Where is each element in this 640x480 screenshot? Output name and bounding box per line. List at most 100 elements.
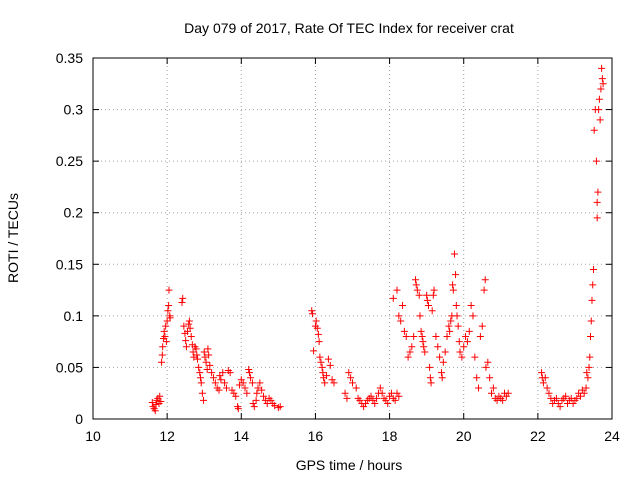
data-point [373,394,381,402]
data-point [234,405,242,413]
data-point [230,389,238,397]
x-axis-label: GPS time / hours [296,457,403,473]
x-tick-label: 18 [382,428,398,444]
data-point [256,379,264,387]
data-point [203,365,211,373]
data-point [158,351,166,359]
data-point [455,338,463,346]
data-point [554,400,562,408]
data-point [454,322,462,330]
data-point [460,343,468,351]
data-point [406,348,414,356]
data-point [314,330,322,338]
data-point [243,389,251,397]
data-point [198,389,206,397]
data-point [215,386,223,394]
data-point [185,320,193,328]
data-point [158,358,166,366]
x-tick-label: 12 [159,428,175,444]
data-point [599,80,607,88]
data-point [201,353,209,361]
data-point [395,312,403,320]
data-point [589,281,597,289]
data-point [450,250,458,258]
data-point [204,345,212,353]
data-point [165,302,173,310]
data-point [249,400,257,408]
data-point [166,314,174,322]
y-tick-label: 0.1 [64,308,84,324]
data-point [162,322,170,330]
data-point [159,343,167,351]
y-axis-ticks: 0 0.05 0.1 0.15 0.2 0.25 0.3 0.35 [56,50,612,427]
data-point [590,126,598,134]
data-point [378,389,386,397]
data-point [463,338,471,346]
x-tick-label: 20 [456,428,472,444]
data-point [156,392,164,400]
data-point [245,365,253,373]
data-point [376,384,384,392]
data-point [446,327,454,335]
data-point [462,332,470,340]
data-point [194,355,202,363]
x-tick-label: 16 [308,428,324,444]
data-point [328,376,336,384]
data-point [254,384,262,392]
data-point [432,332,440,340]
data-point [427,379,435,387]
data-point [481,276,489,284]
data-point [408,343,416,351]
data-point [598,64,606,72]
data-point [545,389,553,397]
data-point [538,369,546,377]
data-point [438,374,446,382]
data-point [580,389,588,397]
data-point [250,403,258,411]
data-point [597,85,605,93]
data-point [202,358,210,366]
data-point [452,271,460,279]
data-point [205,351,213,359]
y-tick-label: 0.25 [56,153,83,169]
data-point [393,286,401,294]
data-point [349,379,356,387]
data-point [418,332,426,340]
y-tick-label: 0.15 [56,256,83,272]
data-point [179,294,187,302]
data-point [148,398,156,406]
data-point [539,379,547,387]
data-point [237,376,245,384]
data-point [165,286,173,294]
data-point [426,374,434,382]
chart-title: Day 079 of 2017, Rate Of TEC Index for r… [184,20,514,36]
data-point [343,394,351,402]
data-point [209,374,217,382]
data-point [360,403,368,411]
data-point [196,369,204,377]
data-point [318,363,326,371]
plot-frame [92,57,613,420]
data-point [389,294,397,302]
data-point [412,276,420,284]
data-point [186,324,194,332]
data-point [178,298,186,306]
data-point [436,353,444,361]
data-point [412,281,420,289]
data-point [195,363,203,371]
data-point [393,389,401,397]
data-point [367,392,375,400]
data-point [484,358,492,366]
data-point [482,363,490,371]
data-point [315,338,323,346]
data-point [247,374,255,382]
data-point [586,332,594,340]
data-point [410,332,418,340]
x-tick-label: 24 [604,428,620,444]
data-point [573,394,581,402]
y-tick-label: 0 [75,411,83,427]
data-point [361,400,369,408]
data-point [313,324,321,332]
data-point [465,327,473,335]
data-point [219,369,227,377]
